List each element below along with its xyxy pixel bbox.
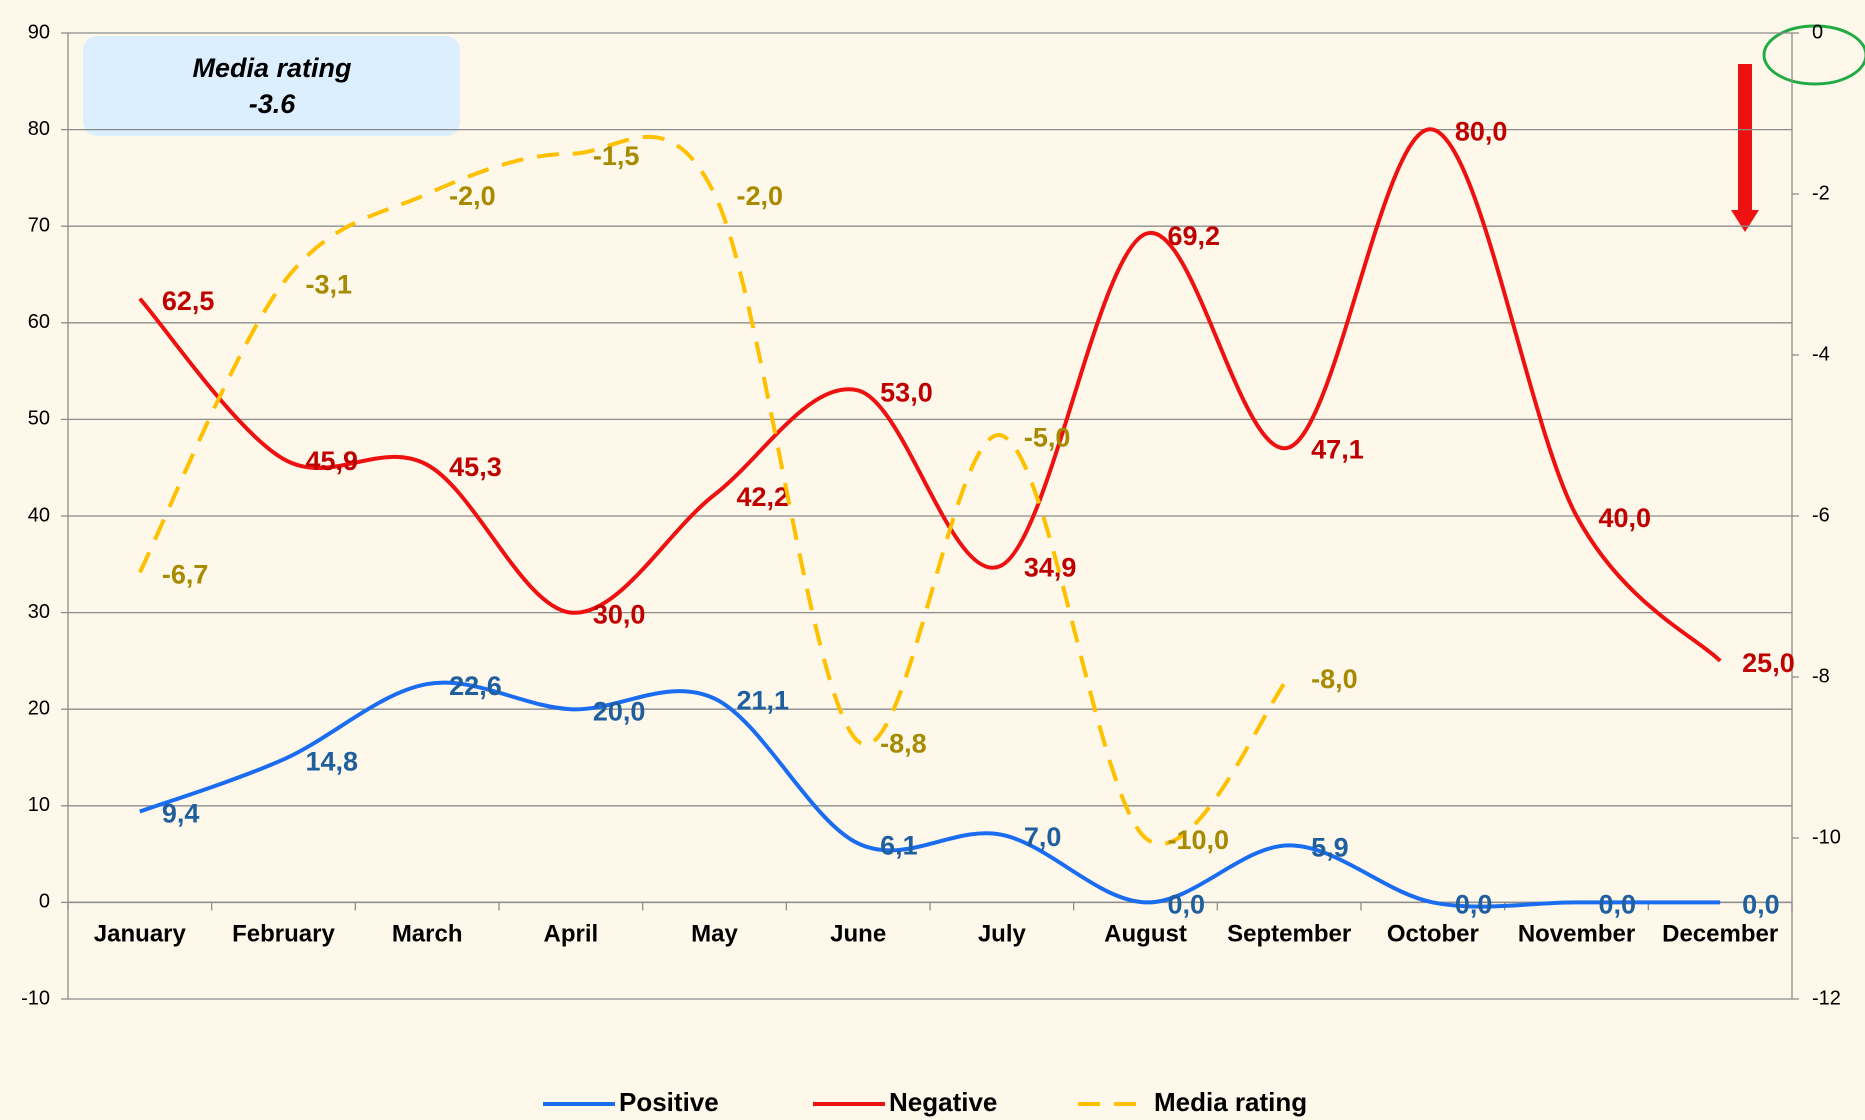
- annotation-value: -3.6: [249, 89, 297, 119]
- x-tick-label: January: [94, 921, 187, 948]
- y-tick-label: 80: [28, 118, 50, 140]
- data-label: 53,0: [880, 378, 933, 408]
- data-label: 45,9: [306, 446, 359, 476]
- annotation-title: Media rating: [192, 53, 352, 83]
- data-label: 20,0: [593, 696, 646, 726]
- y-tick-label: 50: [28, 408, 50, 430]
- data-label: 21,1: [737, 686, 790, 716]
- data-label: 62,5: [162, 286, 215, 316]
- data-label: 5,9: [1311, 833, 1349, 863]
- y-tick-label: 10: [28, 794, 50, 816]
- y-tick-label: 70: [28, 214, 50, 236]
- x-tick-label: July: [978, 921, 1027, 948]
- y2-tick-label: -10: [1812, 826, 1841, 848]
- series-line: [139, 680, 1721, 909]
- x-tick-label: August: [1104, 921, 1187, 948]
- data-label: -1,5: [593, 141, 640, 171]
- data-label: -6,7: [162, 559, 209, 589]
- data-label: 30,0: [593, 600, 646, 630]
- data-label: -2,0: [737, 181, 784, 211]
- y2-tick-label: 0: [1812, 21, 1823, 43]
- series-line: [138, 127, 1722, 663]
- data-label: -8,0: [1311, 664, 1358, 694]
- data-label: 45,3: [449, 452, 502, 482]
- y2-tick-label: -4: [1812, 343, 1830, 365]
- data-label: 7,0: [1024, 822, 1062, 852]
- x-tick-label: February: [232, 921, 335, 948]
- legend-label: Negative: [889, 1087, 997, 1117]
- data-label: -5,0: [1024, 423, 1071, 453]
- y-tick-label: 60: [28, 311, 50, 333]
- data-label: 6,1: [880, 831, 918, 861]
- data-label: 14,8: [306, 747, 359, 777]
- y-tick-label: 0: [39, 891, 50, 913]
- arrow: [1731, 64, 1759, 232]
- x-tick-label: June: [830, 921, 886, 948]
- data-label: -2,0: [449, 181, 496, 211]
- x-tick-label: March: [392, 921, 463, 948]
- x-tick-label: December: [1662, 921, 1778, 948]
- x-tick-label: October: [1387, 921, 1479, 948]
- data-label: 42,2: [737, 482, 790, 512]
- data-label: 25,0: [1742, 648, 1795, 678]
- y-tick-label: -10: [21, 987, 50, 1009]
- data-label: -10,0: [1168, 825, 1230, 855]
- y2-tick-label: -2: [1812, 182, 1830, 204]
- data-label: 69,2: [1168, 221, 1221, 251]
- annotation-box: [83, 36, 460, 136]
- x-tick-label: November: [1518, 921, 1635, 948]
- data-label: 0,0: [1599, 890, 1637, 920]
- data-label: 80,0: [1455, 117, 1508, 147]
- legend-label: Media rating: [1154, 1087, 1307, 1117]
- x-tick-label: April: [543, 921, 598, 948]
- data-label: -3,1: [306, 270, 353, 300]
- y-tick-label: 40: [28, 504, 50, 526]
- data-label: 0,0: [1742, 890, 1780, 920]
- data-label: 22,6: [449, 671, 502, 701]
- x-tick-label: September: [1227, 921, 1351, 948]
- y-tick-label: 30: [28, 601, 50, 623]
- data-label: 0,0: [1168, 890, 1206, 920]
- y2-tick-label: -8: [1812, 665, 1830, 687]
- y-tick-label: 20: [28, 697, 50, 719]
- data-label: 9,4: [162, 799, 200, 829]
- legend-label: Positive: [619, 1087, 719, 1117]
- series-line: [138, 134, 1291, 846]
- data-label: 40,0: [1599, 503, 1652, 533]
- highlight-circle: [1762, 24, 1865, 86]
- data-label: 0,0: [1455, 890, 1493, 920]
- data-label: 34,9: [1024, 552, 1077, 582]
- y-tick-label: 90: [28, 21, 50, 43]
- data-label: -8,8: [880, 729, 927, 759]
- x-tick-label: May: [691, 921, 738, 948]
- y2-tick-label: -6: [1812, 504, 1830, 526]
- data-label: 47,1: [1311, 435, 1364, 465]
- y2-tick-label: -12: [1812, 987, 1841, 1009]
